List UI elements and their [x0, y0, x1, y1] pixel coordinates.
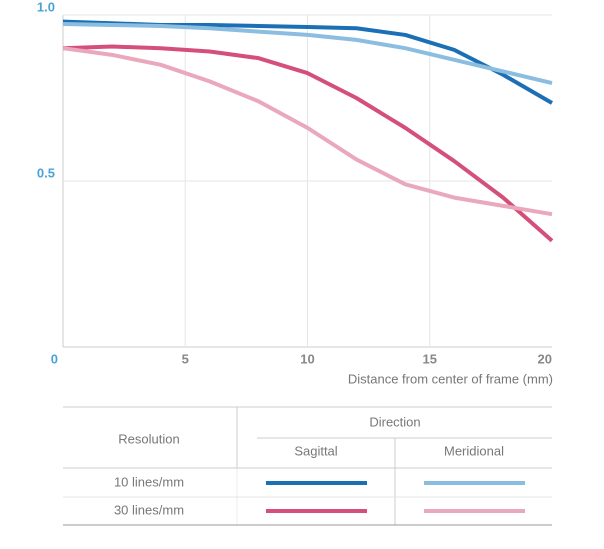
x-tick-label: 0	[51, 351, 58, 366]
series-line	[62, 46, 553, 217]
y-tick-label: 1.0	[37, 0, 55, 14]
table-header: Resolution	[118, 431, 179, 446]
legend-table	[63, 406, 552, 526]
x-tick-label: 10	[300, 351, 314, 366]
series-line	[62, 21, 553, 86]
x-tick-label: 15	[423, 351, 437, 366]
column-header: Sagittal	[294, 443, 337, 458]
table-header: Direction	[369, 414, 420, 429]
x-tick-label: 20	[538, 351, 552, 366]
y-tick-label: 0.5	[37, 165, 55, 180]
x-axis-label: Distance from center of frame (mm)	[348, 371, 553, 386]
row-header: 10 lines/mm	[114, 474, 184, 489]
row-header: 30 lines/mm	[114, 502, 184, 517]
series-line	[62, 44, 554, 243]
x-tick-label: 5	[182, 351, 189, 366]
column-header: Meridional	[444, 443, 504, 458]
